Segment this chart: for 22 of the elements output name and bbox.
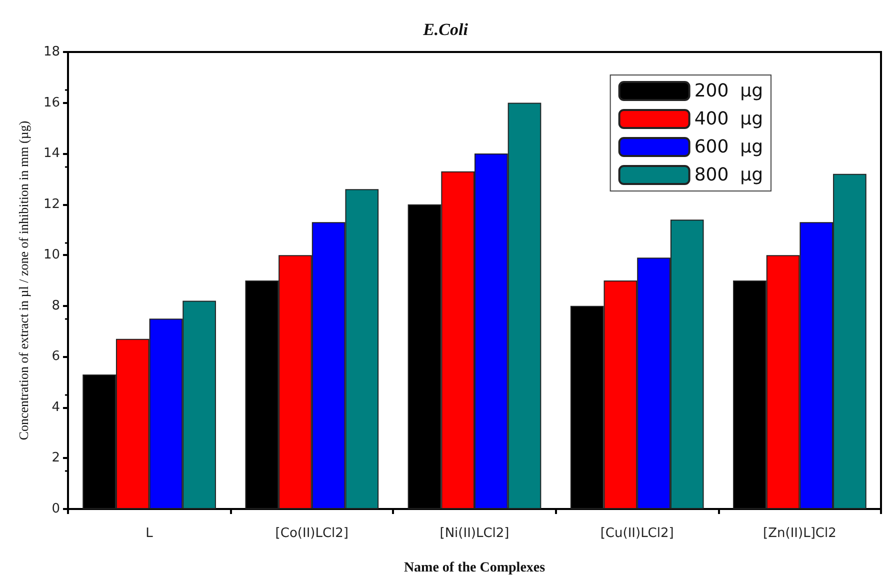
y-tick-label: 4 [52,400,60,415]
y-tick-label: 2 [52,450,60,466]
y-tick-label: 6 [52,349,60,364]
legend-label: 200 µg [694,80,764,102]
y-tick-label: 0 [52,502,60,516]
y-tick-label: 12 [43,196,60,212]
legend-label: 600 µg [694,136,764,158]
y-tick-label: 18 [43,44,60,60]
y-tick-label: 8 [52,298,60,314]
legend-label: 800 µg [694,164,764,186]
x-tick-label: L [146,526,154,541]
x-tick-label: [Co(II)LCl2] [275,526,348,541]
x-tick-label: [Cu(II)LCl2] [600,526,674,541]
x-tick-label: [Zn(II)L]Cl2 [763,526,836,541]
chart-title: E.Coli [422,20,468,39]
y-tick-label: 16 [43,95,60,110]
y-tick-label: 14 [43,146,60,162]
legend-label: 400 µg [694,108,764,130]
y-tick-label: 10 [43,248,60,263]
x-axis-title: Name of the Complexes [404,560,546,576]
x-tick-label: [Ni(II)LCl2] [440,526,510,541]
y-axis-title: Concentration of extract in µl / zone of inhibition in mm (µg) [16,120,31,440]
